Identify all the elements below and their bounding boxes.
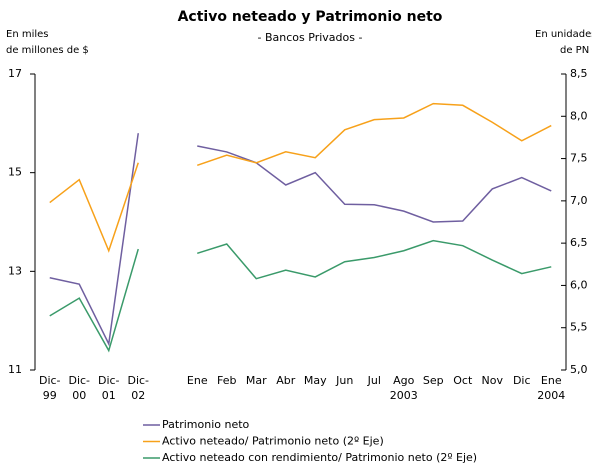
x-tick-label: May [304,374,327,387]
x-tick-label: Dic- [68,374,90,387]
x-tick-label: 2003 [390,389,418,402]
x-tick-label: 00 [72,389,86,402]
chart-subtitle: - Bancos Privados - [258,31,363,44]
y2-tick-label: 8,0 [570,109,588,122]
y-tick-label: 13 [8,264,22,277]
x-tick-label: 99 [43,389,57,402]
x-tick-label: Feb [217,374,236,387]
legend-label: Patrimonio neto [162,418,250,431]
x-tick-label: Nov [482,374,504,387]
x-tick-label: Mar [246,374,267,387]
x-tick-label: Abr [276,374,296,387]
x-tick-label: Ago [393,374,415,387]
x-tick-label: Jul [367,374,381,387]
x-tick-label: Dic [513,374,531,387]
x-tick-label: 2004 [537,389,565,402]
y-axis-label: de millones de $ [6,45,89,56]
y2-axis-label: En unidades [535,29,592,40]
x-tick-label: Oct [453,374,473,387]
y2-tick-label: 8,5 [570,67,588,80]
y2-axis-label: de PN [560,45,589,56]
y2-tick-label: 7,5 [570,152,588,165]
legend-label: Activo neteado/ Patrimonio neto (2º Eje) [162,435,384,448]
y2-tick-label: 5,5 [570,321,588,334]
x-tick-label: 02 [131,389,145,402]
series-line [49,102,552,253]
y2-tick-label: 6,5 [570,236,588,249]
x-tick-label: 01 [102,389,116,402]
legend-label: Activo neteado con rendimiento/ Patrimon… [162,451,477,464]
y-tick-label: 17 [8,67,22,80]
series-line [49,239,552,353]
y2-tick-label: 6,0 [570,278,588,291]
y-axis-label: En miles [6,29,49,40]
chart-title: Activo neteado y Patrimonio neto [178,9,443,25]
x-tick-label: Ene [187,374,208,387]
x-tick-label: Dic- [39,374,61,387]
y-tick-label: 11 [8,363,22,376]
x-tick-label: Sep [423,374,444,387]
y2-tick-label: 5,0 [570,363,588,376]
x-tick-label: Dic- [127,374,149,387]
y-tick-label: 15 [8,166,22,179]
x-tick-label: Jun [335,374,353,387]
x-tick-label: Dic- [98,374,120,387]
y2-tick-label: 7,0 [570,194,588,207]
series-line [49,133,552,347]
x-tick-label: Ene [541,374,562,387]
